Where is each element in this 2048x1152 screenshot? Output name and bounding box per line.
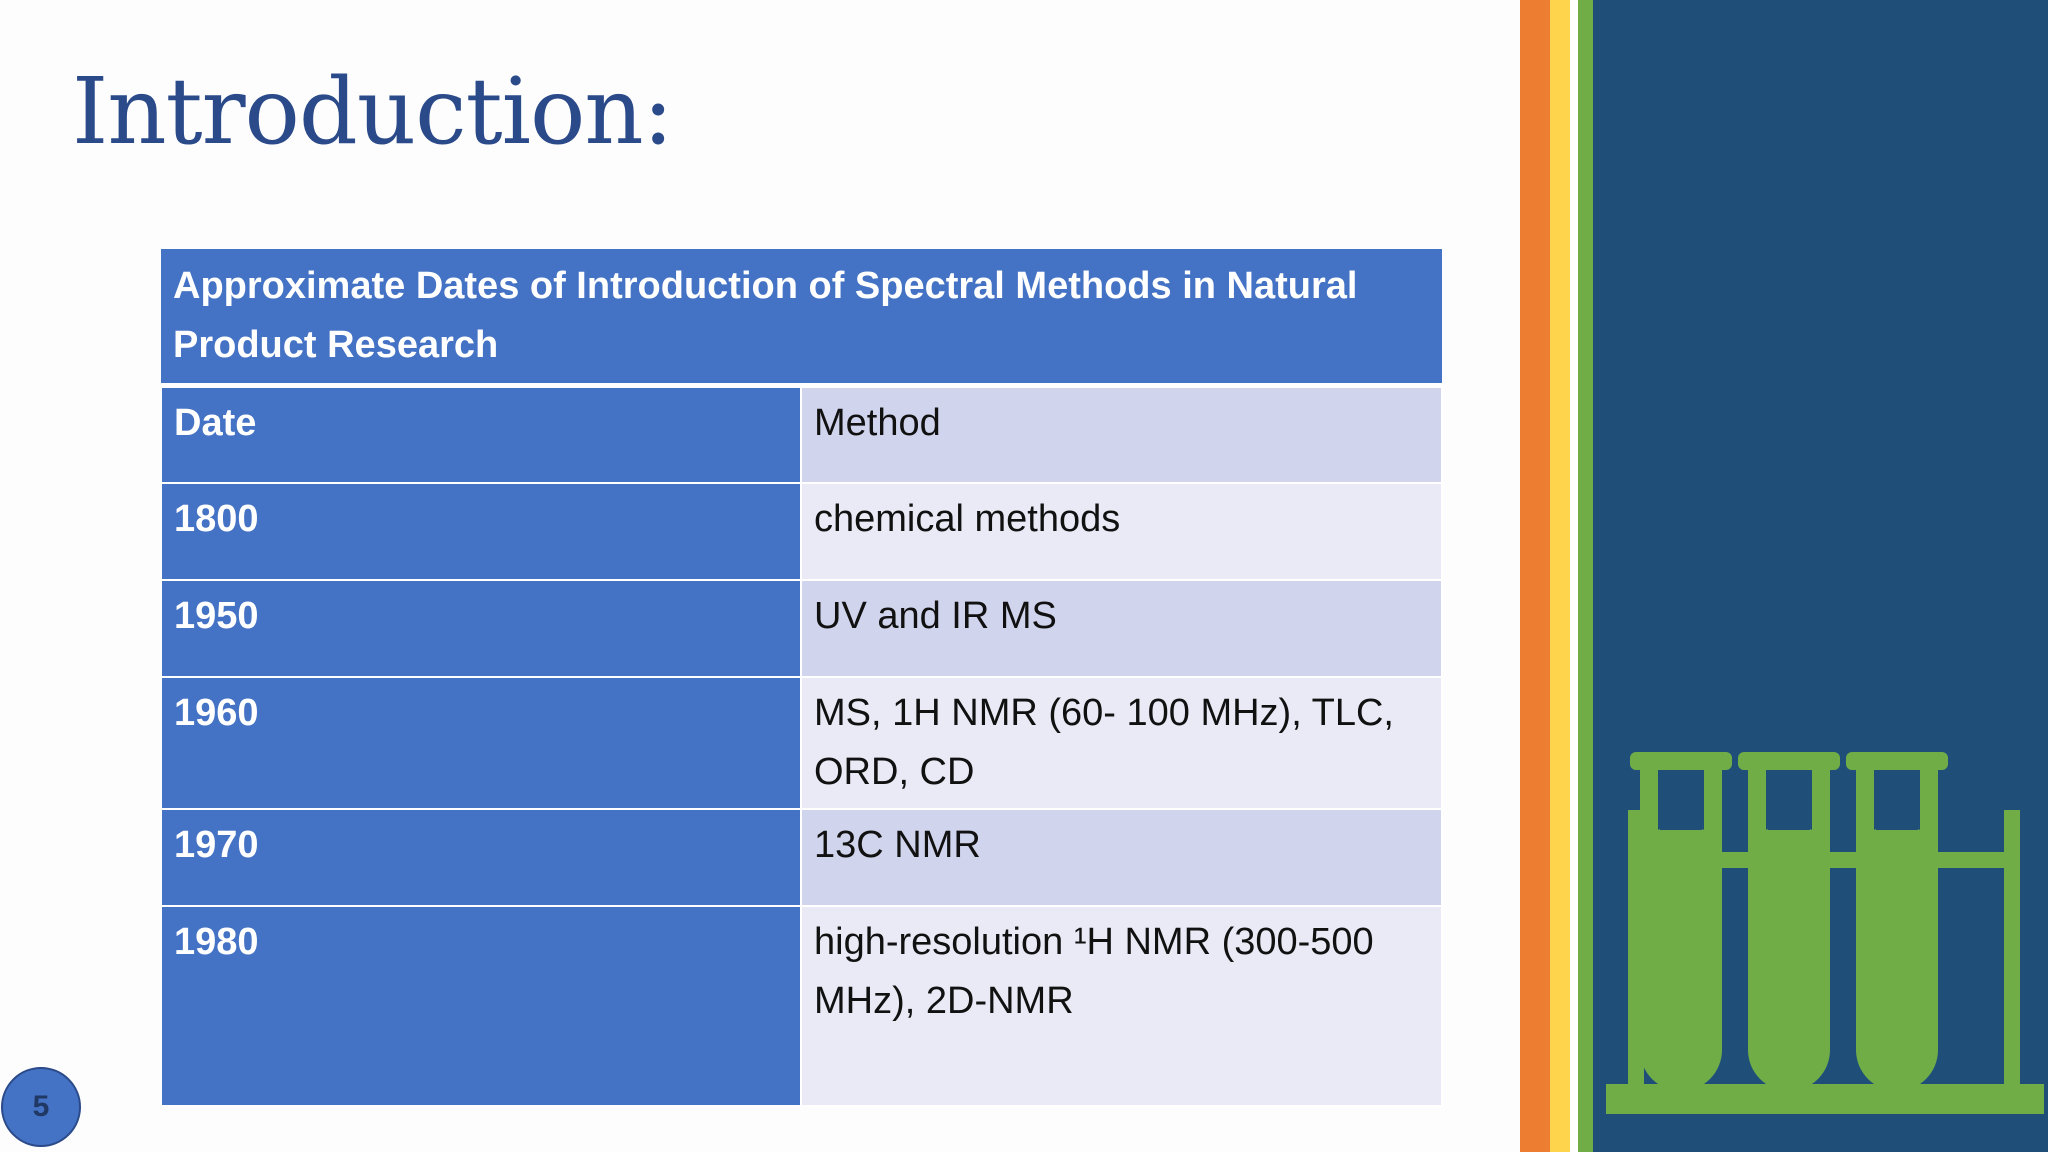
column-header-method: Method xyxy=(799,384,1444,484)
date-cell: 1950 xyxy=(160,578,802,678)
page-number-badge: 5 xyxy=(1,1067,81,1147)
method-cell: high-resolution ¹H NMR (300-500 MHz), 2D… xyxy=(799,904,1444,1107)
date-cell: 1980 xyxy=(160,904,802,1107)
table-row: 1800 chemical methods xyxy=(160,481,1444,581)
green-stripe xyxy=(1578,0,1593,1152)
date-cell: 1970 xyxy=(160,807,802,907)
date-cell: 1800 xyxy=(160,481,802,581)
slide-title: Introduction: xyxy=(72,58,674,165)
table-row: 1960 MS, 1H NMR (60- 100 MHz), TLC, ORD,… xyxy=(160,675,1444,810)
white-stripe xyxy=(1570,0,1578,1152)
yellow-stripe xyxy=(1550,0,1570,1152)
table-row: 1970 13C NMR xyxy=(160,807,1444,907)
method-cell: chemical methods xyxy=(799,481,1444,581)
date-cell: 1960 xyxy=(160,675,802,810)
method-cell: MS, 1H NMR (60- 100 MHz), TLC, ORD, CD xyxy=(799,675,1444,810)
table-row: 1980 high-resolution ¹H NMR (300-500 MHz… xyxy=(160,904,1444,1107)
orange-stripe xyxy=(1520,0,1550,1152)
method-cell: UV and IR MS xyxy=(799,578,1444,678)
table-header-row: Date Method xyxy=(160,384,1444,484)
table-row: 1950 UV and IR MS xyxy=(160,578,1444,678)
spectral-methods-table: Approximate Dates of Introduction of Spe… xyxy=(160,249,1444,1107)
table-caption: Approximate Dates of Introduction of Spe… xyxy=(161,249,1443,388)
column-header-date: Date xyxy=(160,384,802,484)
test-tubes-rack-icon xyxy=(1606,752,2044,1114)
method-cell: 13C NMR xyxy=(799,807,1444,907)
